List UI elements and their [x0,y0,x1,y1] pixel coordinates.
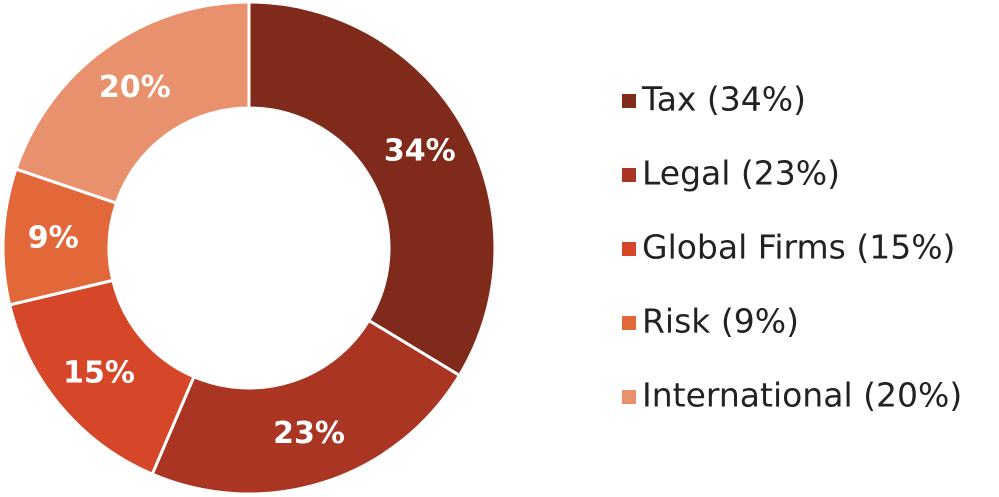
legend-label: Risk (9%) [642,302,799,341]
legend-label: Global Firms (15%) [642,228,955,267]
legend-swatch [622,390,636,404]
value-label: 9% [28,220,79,255]
value-label: 23% [273,416,345,451]
legend-label: International (20%) [642,376,962,415]
value-label: 20% [99,70,171,105]
donut-slice [14,0,251,205]
legend-swatch [622,242,636,256]
donut-slice [150,318,462,496]
value-label: 15% [63,356,135,391]
value-label: 34% [384,133,456,168]
legend-label: Tax (34%) [641,80,806,119]
legend-swatch [622,316,636,330]
donut-slice [247,0,497,378]
legend-label: Legal (23%) [642,154,840,193]
legend-swatch [622,94,636,108]
legend-swatch [622,168,636,182]
